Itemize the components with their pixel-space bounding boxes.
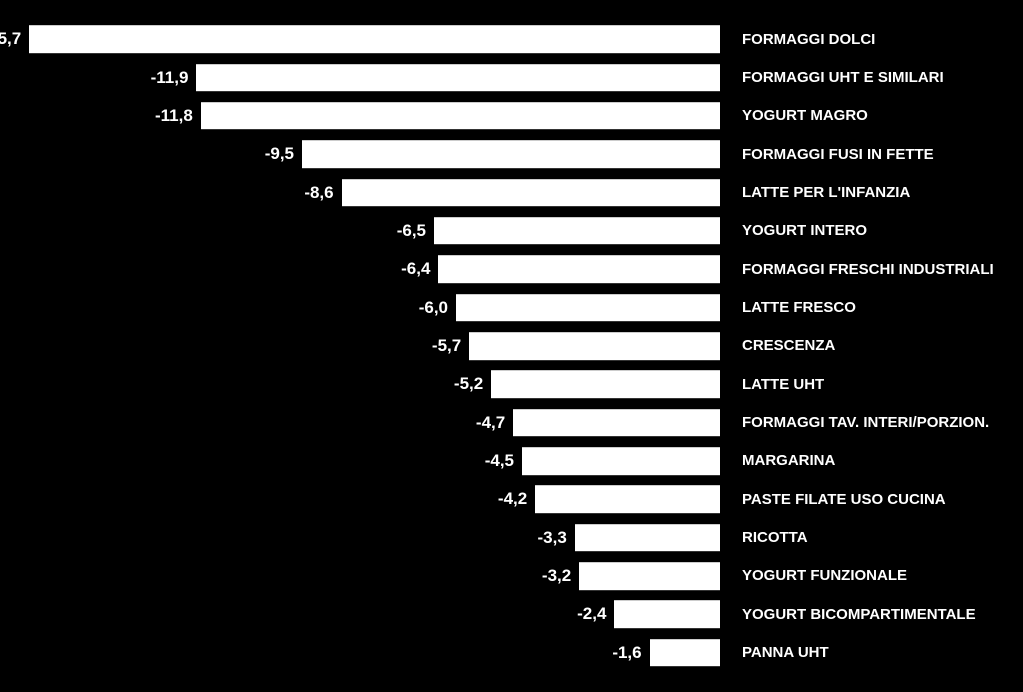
bar-value-label: -3,3 <box>538 528 567 548</box>
chart-row: -1,6 PANNA UHT <box>0 634 1023 672</box>
bar <box>469 332 720 360</box>
chart-row: -6,0 LATTE FRESCO <box>0 288 1023 326</box>
bar-area: -2,4 <box>0 595 720 633</box>
category-label: FORMAGGI UHT E SIMILARI <box>720 69 1023 86</box>
bar-value-label: -9,5 <box>265 144 294 164</box>
chart-row: -6,5 YOGURT INTERO <box>0 212 1023 250</box>
bar-area: -5,7 <box>0 327 720 365</box>
bar-area: -11,9 <box>0 58 720 96</box>
bar-value-label: -8,6 <box>304 183 333 203</box>
category-label: YOGURT BICOMPARTIMENTALE <box>720 606 1023 623</box>
category-label: FORMAGGI FRESCHI INDUSTRIALI <box>720 261 1023 278</box>
bar-value-label: -6,4 <box>401 259 430 279</box>
chart-row: -5,7 CRESCENZA <box>0 327 1023 365</box>
chart-row: -9,5 FORMAGGI FUSI IN FETTE <box>0 135 1023 173</box>
bar-value-label: -4,2 <box>498 489 527 509</box>
bar-value-label: -4,5 <box>485 451 514 471</box>
chart-row: -4,5 MARGARINA <box>0 442 1023 480</box>
bar-value-label: -6,5 <box>397 221 426 241</box>
bar-area: -1,6 <box>0 634 720 672</box>
bar <box>650 639 720 667</box>
category-label: CRESCENZA <box>720 337 1023 354</box>
bar-value-label: -6,0 <box>419 298 448 318</box>
bar-area: -4,5 <box>0 442 720 480</box>
horizontal-bar-chart: -15,7 FORMAGGI DOLCI -11,9 FORMAGGI UHT E S… <box>0 0 1023 692</box>
bar <box>491 370 720 398</box>
bar-area: -4,7 <box>0 403 720 441</box>
bar-value-label: -15,7 <box>0 29 21 49</box>
bar-value-label: -3,2 <box>542 566 571 586</box>
bar <box>575 524 720 552</box>
category-label: PANNA UHT <box>720 644 1023 661</box>
category-label: LATTE PER L'INFANZIA <box>720 184 1023 201</box>
bar-area: -3,2 <box>0 557 720 595</box>
bar <box>196 64 720 92</box>
category-label: MARGARINA <box>720 452 1023 469</box>
bar-value-label: -11,8 <box>155 106 193 126</box>
chart-row: -8,6 LATTE PER L'INFANZIA <box>0 173 1023 211</box>
bar <box>29 25 720 53</box>
chart-row: -5,2 LATTE UHT <box>0 365 1023 403</box>
bar-value-label: -2,4 <box>577 604 606 624</box>
category-label: PASTE FILATE USO CUCINA <box>720 491 1023 508</box>
bar <box>579 562 720 590</box>
chart-row: -11,9 FORMAGGI UHT E SIMILARI <box>0 58 1023 96</box>
bar-area: -5,2 <box>0 365 720 403</box>
chart-row: -3,2 YOGURT FUNZIONALE <box>0 557 1023 595</box>
bar <box>201 102 720 130</box>
bar <box>614 601 720 629</box>
bar <box>522 447 720 475</box>
category-label: FORMAGGI DOLCI <box>720 31 1023 48</box>
bar <box>434 217 720 245</box>
bar-area: -15,7 <box>0 20 720 58</box>
bar-area: -4,2 <box>0 480 720 518</box>
bar <box>342 179 720 207</box>
chart-row: -2,4 YOGURT BICOMPARTIMENTALE <box>0 595 1023 633</box>
bar-area: -11,8 <box>0 97 720 135</box>
category-label: YOGURT FUNZIONALE <box>720 567 1023 584</box>
category-label: LATTE FRESCO <box>720 299 1023 316</box>
chart-row: -4,7 FORMAGGI TAV. INTERI/PORZION. <box>0 403 1023 441</box>
chart-row: -4,2 PASTE FILATE USO CUCINA <box>0 480 1023 518</box>
chart-row: -3,3 RICOTTA <box>0 518 1023 556</box>
bar <box>535 486 720 514</box>
bar <box>302 140 720 168</box>
chart-row: -15,7 FORMAGGI DOLCI <box>0 20 1023 58</box>
bar-area: -6,5 <box>0 212 720 250</box>
bar-value-label: -5,7 <box>432 336 461 356</box>
chart-row: -6,4 FORMAGGI FRESCHI INDUSTRIALI <box>0 250 1023 288</box>
bar-value-label: -5,2 <box>454 374 483 394</box>
bar-value-label: -4,7 <box>476 413 505 433</box>
bar-value-label: -1,6 <box>612 643 641 663</box>
category-label: FORMAGGI TAV. INTERI/PORZION. <box>720 414 1023 431</box>
bar-area: -6,4 <box>0 250 720 288</box>
bar <box>513 409 720 437</box>
bar-area: -9,5 <box>0 135 720 173</box>
category-label: RICOTTA <box>720 529 1023 546</box>
bar-area: -6,0 <box>0 288 720 326</box>
bar-area: -8,6 <box>0 173 720 211</box>
category-label: LATTE UHT <box>720 376 1023 393</box>
category-label: FORMAGGI FUSI IN FETTE <box>720 146 1023 163</box>
bar <box>456 294 720 322</box>
category-label: YOGURT MAGRO <box>720 107 1023 124</box>
bar-area: -3,3 <box>0 518 720 556</box>
chart-row: -11,8 YOGURT MAGRO <box>0 97 1023 135</box>
category-label: YOGURT INTERO <box>720 222 1023 239</box>
bar-value-label: -11,9 <box>151 68 189 88</box>
bar <box>438 255 720 283</box>
